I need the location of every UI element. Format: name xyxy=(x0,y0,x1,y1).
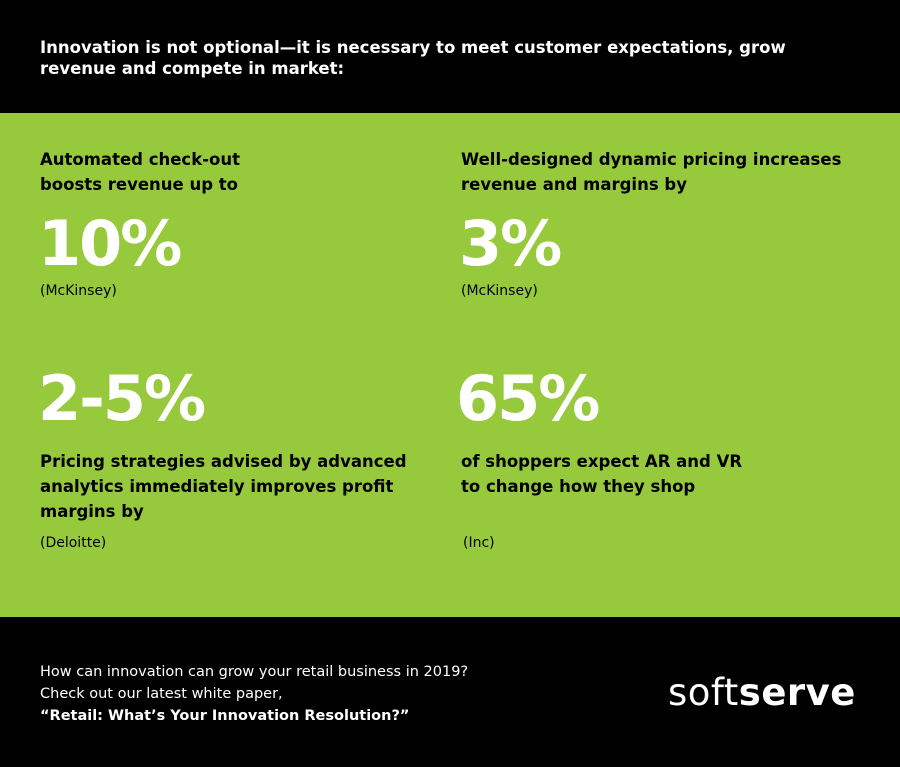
logo-part-serve: serve xyxy=(738,671,856,714)
stat-value: 2-5% xyxy=(38,362,206,435)
header-band: Innovation is not optional—it is necessa… xyxy=(0,0,900,113)
footer-cta: Check out our latest white paper, xyxy=(40,686,283,702)
stat-description: Pricing strategies advised by advanced a… xyxy=(40,452,407,521)
stat-value: 10% xyxy=(38,207,182,280)
stat-description: of shoppers expect AR and VR to change h… xyxy=(461,452,743,496)
headline: Innovation is not optional—it is necessa… xyxy=(40,38,786,78)
stat-source: (McKinsey) xyxy=(461,283,538,299)
footer-question: How can innovation can grow your retail … xyxy=(40,664,469,680)
stat-value: 3% xyxy=(459,207,562,280)
stat-source: (Inc) xyxy=(463,535,495,551)
stat-source: (McKinsey) xyxy=(40,283,117,299)
stats-panel: Automated check-out boosts revenue up to… xyxy=(0,113,900,617)
white-paper-title: “Retail: What’s Your Innovation Resoluti… xyxy=(40,708,410,724)
stat-description: Automated check-out boosts revenue up to xyxy=(40,150,240,194)
stat-source: (Deloitte) xyxy=(40,535,107,551)
stat-description: Well-designed dynamic pricing increases … xyxy=(461,150,842,194)
logo-part-soft: soft xyxy=(668,671,739,714)
stat-value: 65% xyxy=(456,362,600,435)
footer-band: How can innovation can grow your retail … xyxy=(0,617,900,767)
softserve-logo: softserve xyxy=(668,671,856,715)
